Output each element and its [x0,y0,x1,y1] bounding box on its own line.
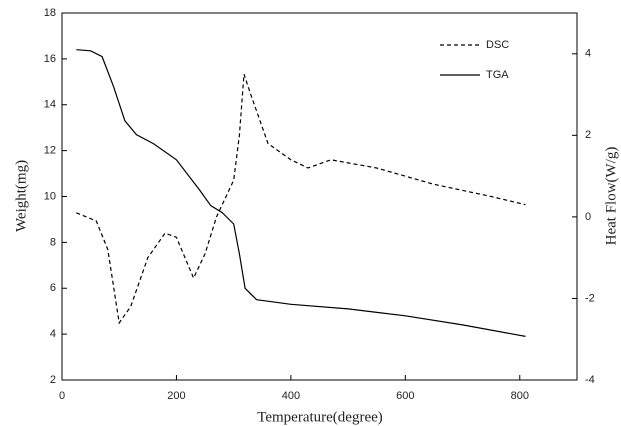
y-tick-label: 16 [44,53,56,65]
x-tick-label: 800 [511,390,529,402]
y-tick-label: 2 [50,374,56,386]
data-line [76,49,526,337]
y-axis-label: Weight(mg) [13,160,29,232]
y-tick-label: 14 [44,99,56,111]
y-tick-label: 12 [44,145,56,157]
x-tick-label: 0 [59,390,65,402]
legend-label: DSC [486,39,509,51]
x-tick-label: 400 [282,390,300,402]
y-tick-label: 8 [50,236,56,248]
y2-tick-label: 0 [585,211,591,223]
y-tick-label: 4 [50,328,56,340]
y2-axis-label: Heat Flow(W/g) [603,147,619,246]
x-axis-label: Temperature(degree) [257,409,383,425]
y-tick-label: 6 [50,282,56,294]
y2-tick-label: 4 [585,48,591,60]
x-tick-label: 600 [396,390,414,402]
y-tick-label: 10 [44,190,56,202]
legend-label: TGA [486,69,509,81]
y-tick-label: 18 [44,7,56,19]
y2-tick-label: -4 [585,374,595,386]
x-tick-label: 200 [167,390,185,402]
data-line [76,74,526,325]
y2-tick-label: 2 [585,129,591,141]
y2-tick-label: -2 [585,292,595,304]
